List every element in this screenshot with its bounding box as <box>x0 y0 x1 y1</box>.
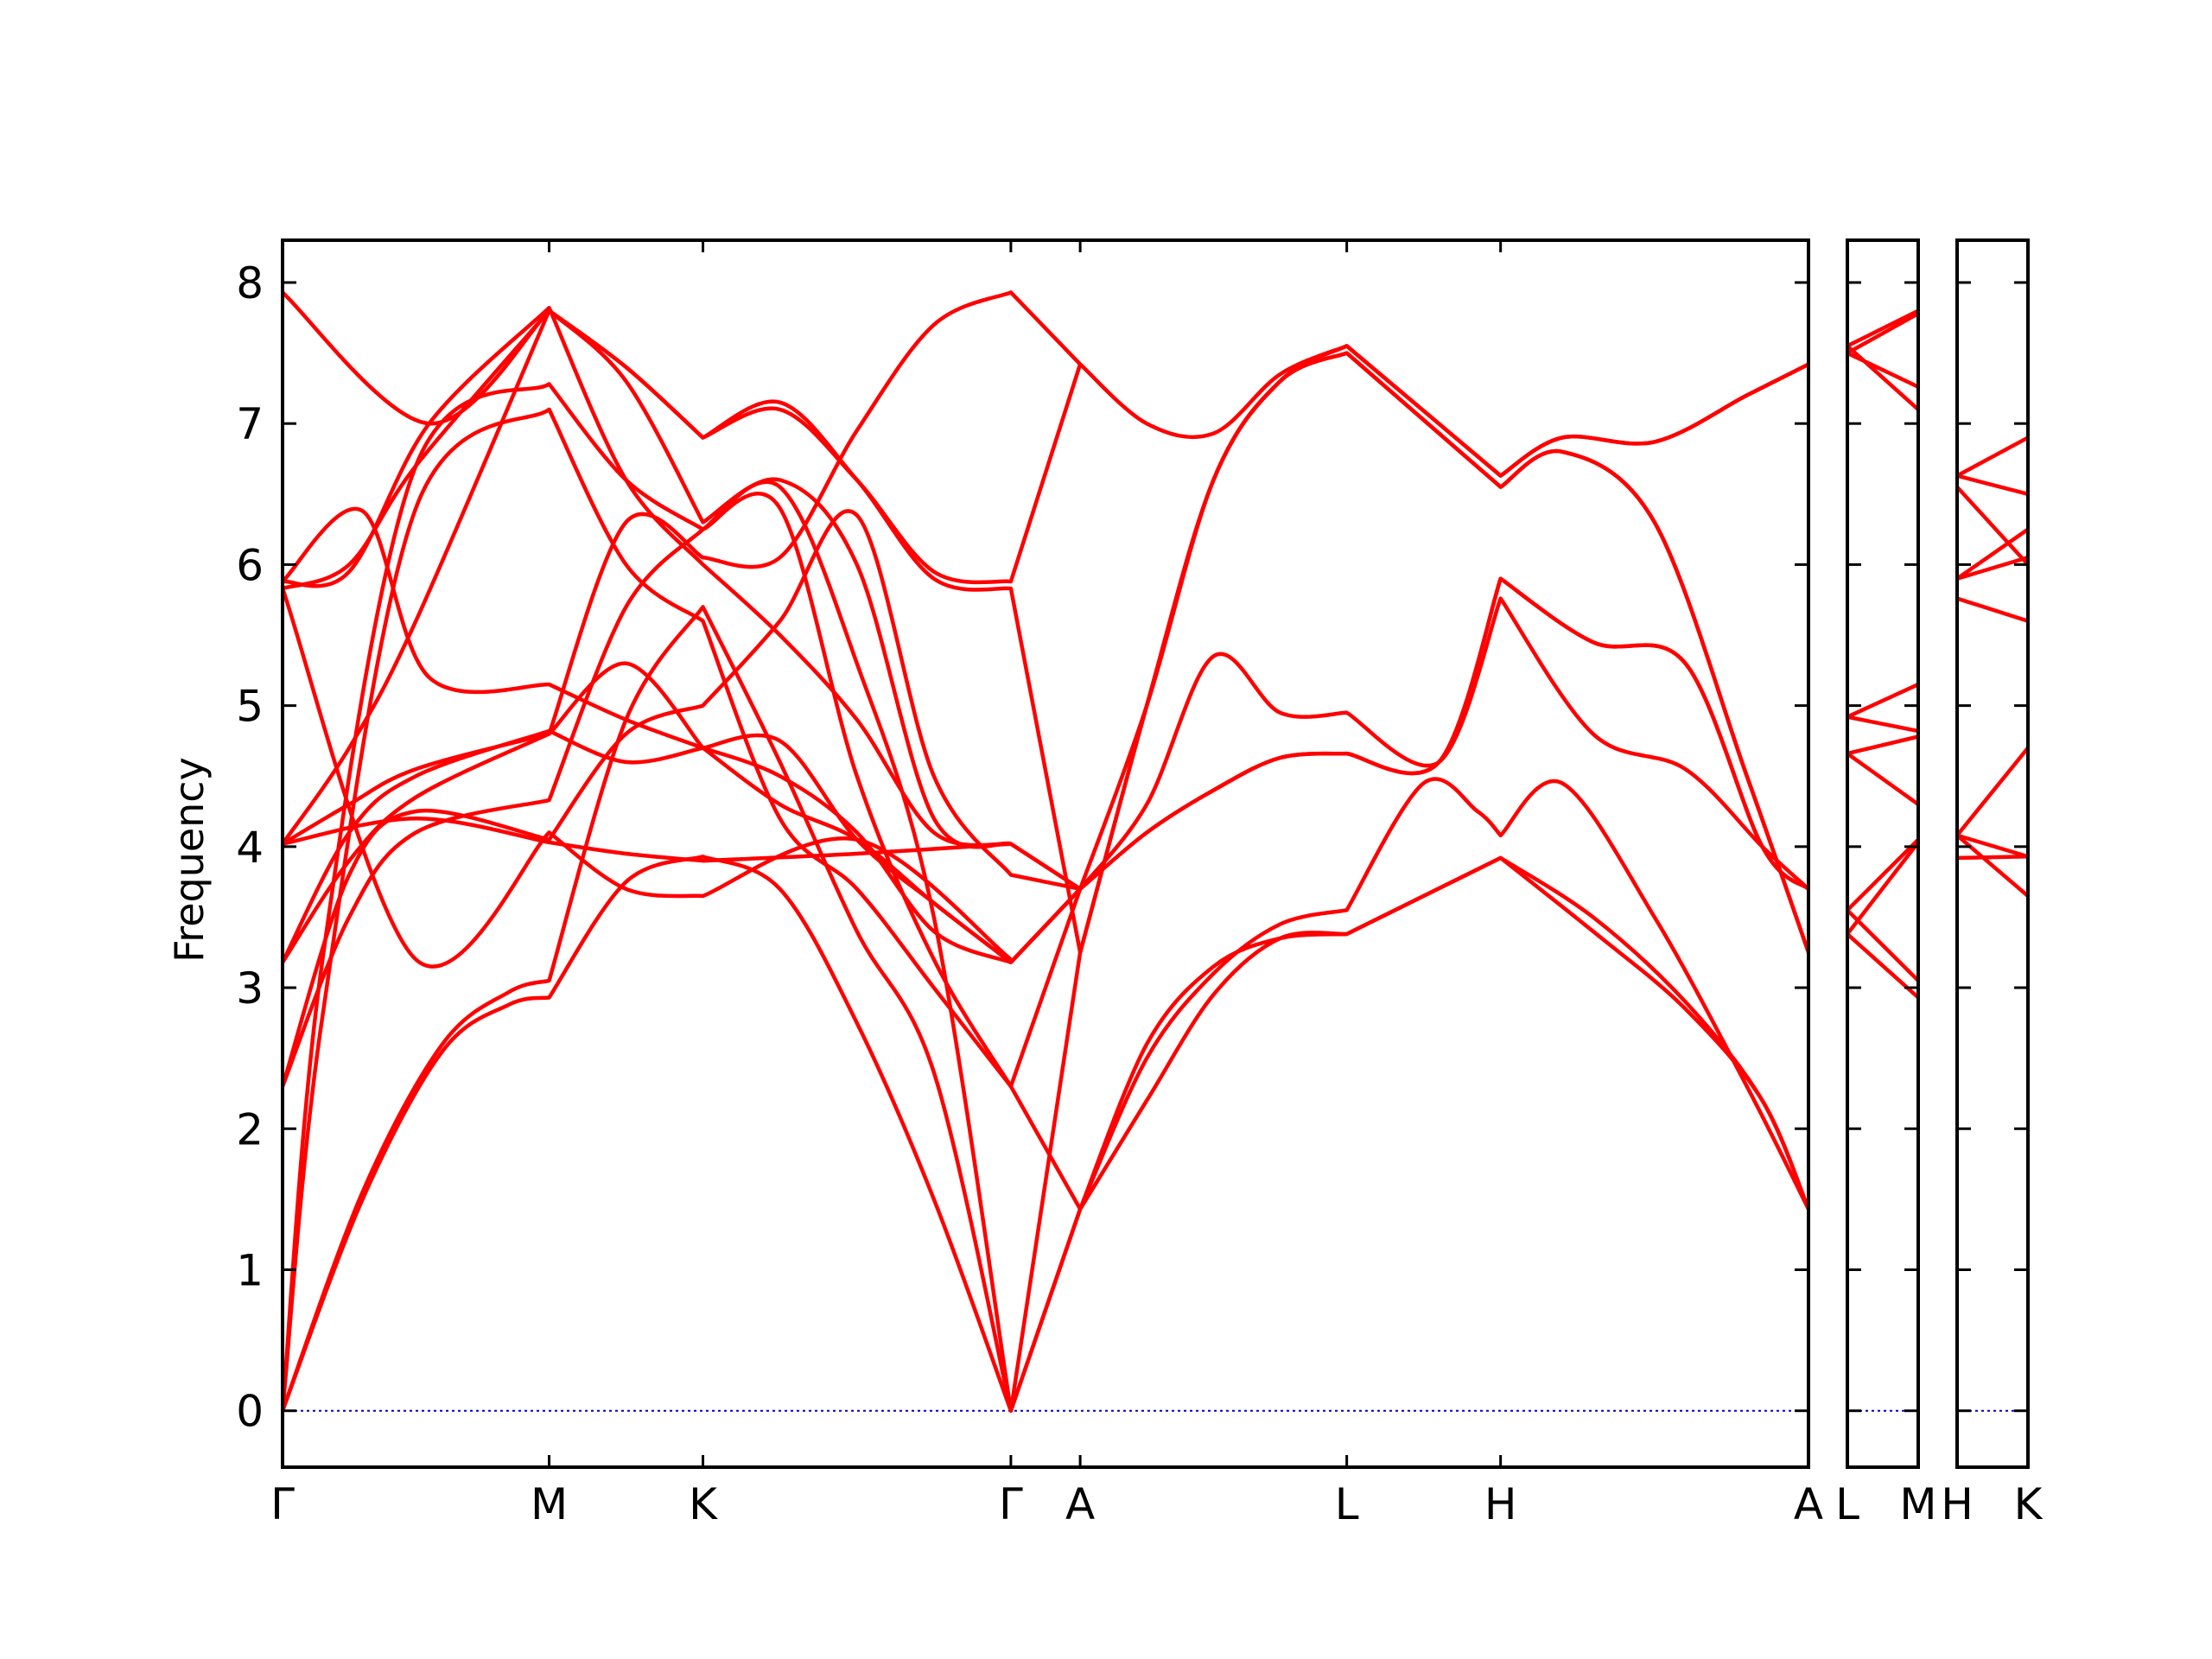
x-tick-label: A <box>1794 1479 1823 1529</box>
y-axis-label: Frequency <box>166 757 213 963</box>
y-tick-label: 3 <box>236 963 264 1014</box>
y-tick-label: 5 <box>236 682 264 732</box>
x-tick-label: L <box>1335 1479 1359 1529</box>
band-line-1 <box>1957 435 2028 478</box>
band-line-6 <box>1957 596 2028 623</box>
band-line-8 <box>1957 833 2028 859</box>
band-line-1 <box>283 855 1808 1413</box>
x-tick-label: A <box>1065 1479 1095 1529</box>
band-line-5 <box>1957 556 2028 581</box>
y-tick-label: 2 <box>236 1104 264 1154</box>
band-line-5 <box>1847 683 1918 719</box>
x-tick-label: M <box>1899 1479 1936 1529</box>
x-tick-label: Γ <box>270 1479 295 1529</box>
y-tick-label: 6 <box>236 540 264 590</box>
band-line-7 <box>1847 734 1918 756</box>
band-line-2 <box>1957 474 2028 496</box>
band-line-3 <box>1847 351 1918 389</box>
band-line-11 <box>1847 841 1918 936</box>
x-tick-label: H <box>1484 1479 1517 1529</box>
x-tick-label: L <box>1835 1479 1859 1529</box>
band-line-12 <box>283 306 1082 891</box>
band-line-6 <box>1847 715 1918 734</box>
y-tick-label: 1 <box>236 1245 264 1295</box>
y-tick-label: 4 <box>236 823 264 873</box>
panel-frame <box>1846 238 1920 1469</box>
band-line-9 <box>1957 855 2028 861</box>
band-line-5 <box>283 492 1808 1089</box>
band-line-16 <box>283 816 1012 863</box>
band-line-2 <box>1847 311 1918 355</box>
bands-group <box>1957 435 2028 898</box>
x-tick-label: H <box>1941 1479 1974 1529</box>
band-line-3 <box>283 407 1808 1411</box>
band-line-3 <box>1957 486 2028 566</box>
panel-frame <box>281 238 1810 1469</box>
band-line-4 <box>1957 527 2028 581</box>
band-line-9 <box>1847 838 1918 912</box>
band-line-13 <box>283 506 1082 964</box>
band-line-14 <box>283 290 1083 585</box>
bands-group <box>1847 308 1918 1000</box>
band-line-8 <box>1847 752 1918 806</box>
band-line-11 <box>283 308 1082 891</box>
panel-frame <box>1955 238 2030 1469</box>
band-line-2 <box>283 605 1808 1413</box>
y-tick-label: 7 <box>236 399 264 449</box>
band-line-15 <box>283 588 1013 969</box>
y-tick-label: 8 <box>236 258 264 308</box>
x-tick-label: K <box>689 1479 718 1529</box>
bands-group <box>283 290 1808 1413</box>
x-tick-label: K <box>2014 1479 2044 1529</box>
y-tick-label: 0 <box>236 1387 264 1437</box>
band-line-10 <box>283 290 1808 846</box>
x-tick-label: Γ <box>999 1479 1023 1529</box>
band-line-4 <box>1847 344 1918 411</box>
band-line-9 <box>283 308 1808 955</box>
band-line-7 <box>1957 747 2028 837</box>
band-line-1 <box>1847 308 1918 348</box>
x-tick-label: M <box>531 1479 568 1529</box>
